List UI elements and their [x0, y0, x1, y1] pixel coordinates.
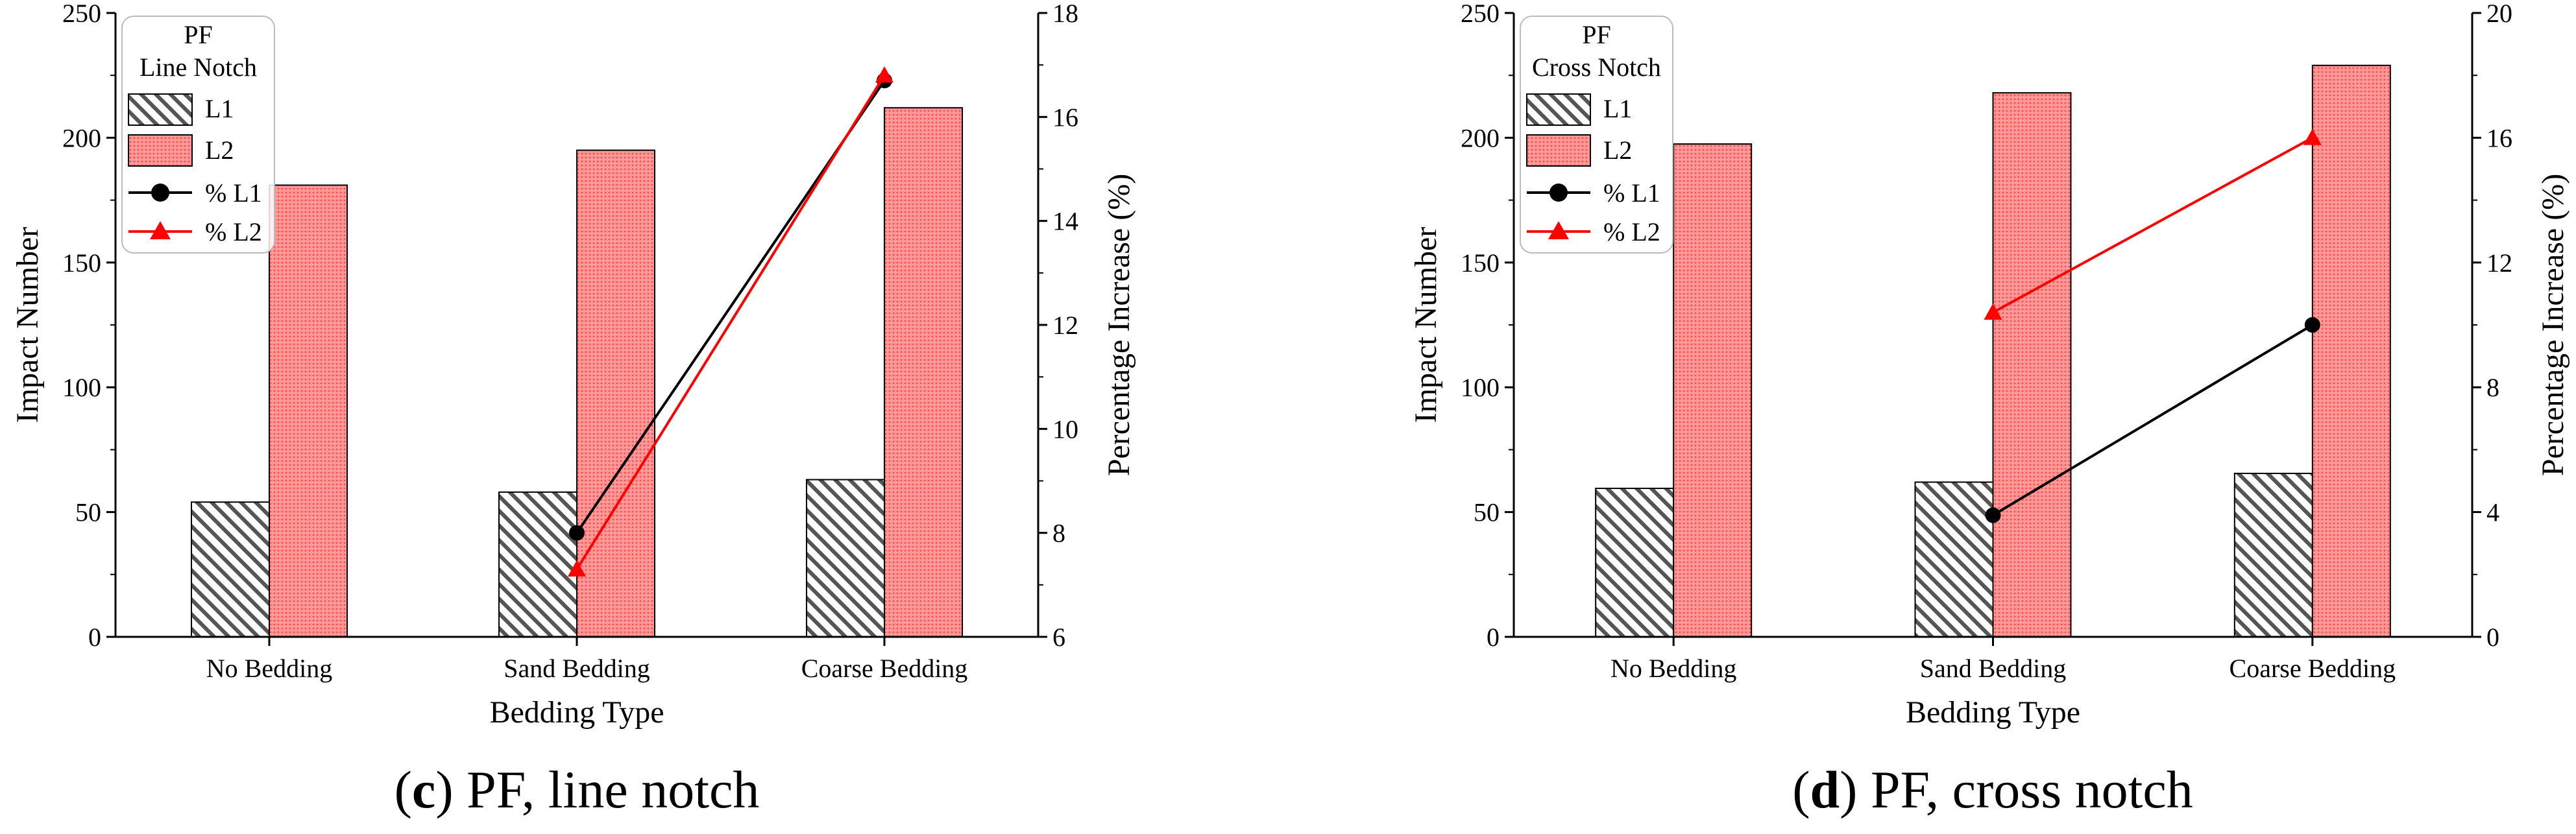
- bar-l1-1: [1914, 481, 1994, 638]
- caption-paren-open: (: [1792, 760, 1810, 819]
- y2-tick-label: 14: [1052, 207, 1078, 236]
- bar-l1-0: [191, 501, 270, 638]
- x-axis-label: Bedding Type: [1906, 695, 2080, 730]
- y2-tick-label: 8: [2486, 373, 2499, 402]
- chart-panel-d: 0 50 100 150 200 250 0 4 8 12 16 20 No Bedding Sand B…: [1409, 0, 2570, 819]
- y-tick-label: 200: [1461, 123, 1500, 152]
- y2-tick-label: 8: [1052, 519, 1065, 548]
- legend-swatch-l1: [128, 93, 193, 126]
- y-tick-label: 100: [62, 373, 101, 402]
- line-series-pct-l1: [1992, 324, 2313, 517]
- legend-label-pct-l2: % L2: [1603, 217, 1660, 246]
- y2-axis-label: Percentage Increase (%): [1102, 174, 1136, 476]
- chart-panel-c: 0 50 100 150 200 250 6 8 10 12 14 16 18 No Bedding San…: [10, 0, 1136, 819]
- y-tick-label: 50: [75, 498, 101, 527]
- y-tick-label: 50: [1474, 498, 1500, 527]
- bar-l2-0: [1673, 143, 1753, 637]
- caption-text: PF, cross notch: [1857, 760, 2193, 819]
- caption-paren-open: (: [395, 760, 412, 819]
- caption-text: PF, line notch: [454, 760, 760, 819]
- legend-title-line2: Line Notch: [140, 53, 257, 82]
- x-tick-label: Coarse Bedding: [2230, 654, 2396, 683]
- y2-tick-label: 20: [2486, 0, 2512, 28]
- bar-l2-2: [884, 107, 963, 637]
- legend-marker-pct-l2: [150, 221, 171, 239]
- point-pct-l1-0: [1985, 507, 2001, 523]
- y2-tick-label: 16: [1052, 102, 1078, 132]
- legend-swatch-l1: [1526, 93, 1591, 126]
- y-tick-label: 100: [1461, 373, 1500, 402]
- legend-label-l2: L2: [1603, 136, 1632, 165]
- y-tick-label: 200: [62, 123, 101, 152]
- bar-l2-1: [1992, 92, 2072, 638]
- bar-l2-1: [576, 149, 655, 637]
- x-axis-label: Bedding Type: [489, 695, 664, 730]
- legend-marker-pct-l2: [1548, 221, 1569, 239]
- y2-tick-label: 0: [2486, 623, 2499, 652]
- y2-tick-label: 10: [1052, 414, 1078, 444]
- legend-title-line2: Cross Notch: [1532, 53, 1661, 82]
- point-pct-l2-0: [568, 560, 586, 577]
- legend-swatch-l2: [1526, 134, 1591, 167]
- figure-caption: (d) PF, cross notch: [1792, 760, 2193, 819]
- y2-axis-label: Percentage Increase (%): [2536, 174, 2570, 476]
- bar-l1-2: [806, 479, 885, 637]
- y2-tick-label: 12: [2486, 248, 2512, 278]
- legend-swatch-l2: [128, 134, 193, 167]
- x-tick-label: Coarse Bedding: [801, 654, 968, 683]
- y-tick-label: 150: [1461, 248, 1500, 278]
- legend-label-pct-l1: % L1: [1603, 178, 1660, 208]
- point-pct-l2-0: [1984, 303, 2002, 320]
- y-tick-label: 0: [88, 623, 101, 652]
- legend-label-pct-l1: % L1: [205, 178, 262, 208]
- x-tick-label: Sand Bedding: [1920, 654, 2067, 683]
- caption-paren-close: ): [1840, 760, 1857, 819]
- y-tick-label: 250: [62, 0, 101, 28]
- bar-l1-2: [2233, 472, 2313, 637]
- y-tick-label: 0: [1487, 623, 1500, 652]
- legend-label-l2: L2: [205, 136, 234, 165]
- x-tick-label: No Bedding: [1610, 654, 1736, 683]
- bar-l2-0: [269, 184, 348, 637]
- x-tick-label: No Bedding: [206, 654, 332, 683]
- legend-label-pct-l2: % L2: [205, 217, 262, 246]
- y2-tick-label: 4: [2486, 498, 2499, 527]
- y-axis-label: Impact Number: [10, 227, 45, 423]
- legend-marker-pct-l1: [151, 184, 169, 202]
- legend-title-line1: PF: [184, 20, 213, 49]
- point-pct-l2-1: [875, 66, 893, 83]
- legend-marker-pct-l1: [1549, 184, 1568, 202]
- legend-title-line1: PF: [1582, 20, 1611, 49]
- figure-caption: (c) PF, line notch: [395, 760, 760, 819]
- y-axis-label: Impact Number: [1409, 227, 1443, 423]
- x-tick-label: Sand Bedding: [504, 654, 650, 683]
- line-series-pct-l2: [1992, 136, 2313, 314]
- y2-tick-label: 18: [1052, 0, 1078, 28]
- legend-label-l1: L1: [1603, 94, 1632, 123]
- bar-l1-0: [1595, 488, 1675, 637]
- caption-letter: d: [1810, 760, 1840, 819]
- y2-tick-label: 6: [1052, 623, 1065, 652]
- y-tick-label: 250: [1461, 0, 1500, 28]
- point-pct-l1-0: [569, 525, 585, 541]
- point-pct-l1-1: [2304, 317, 2320, 333]
- y-tick-label: 150: [62, 248, 101, 278]
- caption-letter: c: [412, 760, 435, 819]
- y2-tick-label: 12: [1052, 311, 1078, 340]
- line-series-pct-l2: [576, 75, 886, 570]
- bar-l1-1: [498, 491, 577, 637]
- y2-tick-label: 16: [2486, 123, 2512, 152]
- bar-l2-2: [2311, 64, 2391, 638]
- caption-paren-close: ): [435, 760, 453, 819]
- point-pct-l2-1: [2303, 128, 2322, 145]
- legend-label-l1: L1: [205, 94, 234, 123]
